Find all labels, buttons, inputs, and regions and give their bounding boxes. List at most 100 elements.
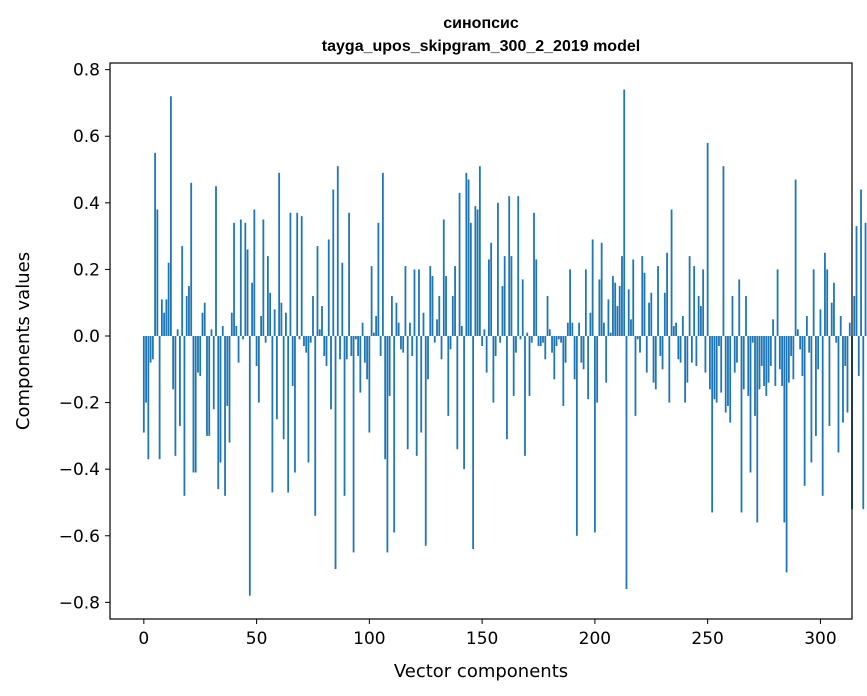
bar-280 — [774, 336, 777, 386]
bar-226 — [652, 336, 655, 383]
bar-170 — [526, 332, 529, 337]
bar-116 — [404, 266, 407, 337]
bar-204 — [603, 322, 605, 337]
bar-205 — [605, 336, 608, 383]
bar-57 — [271, 336, 274, 493]
y-tick-label: −0.6 — [59, 527, 100, 547]
bar-145 — [469, 222, 472, 337]
bar-160 — [503, 256, 506, 337]
bar-14 — [174, 336, 177, 456]
bar-136 — [449, 336, 452, 350]
bar-0 — [142, 336, 145, 433]
bar-88 — [341, 262, 344, 337]
bar-34 — [219, 336, 222, 463]
bar-234 — [670, 209, 673, 337]
bar-130 — [436, 319, 438, 337]
bar-12 — [169, 96, 172, 337]
bar-74 — [309, 336, 312, 343]
chart-subtitle: tayga_upos_skipgram_300_2_2019 model — [322, 38, 640, 55]
bar-253 — [713, 336, 716, 400]
bar-153 — [487, 259, 490, 337]
bar-1 — [145, 336, 147, 403]
bar-278 — [769, 336, 772, 366]
bar-177 — [542, 336, 544, 343]
bar-242 — [688, 256, 691, 337]
bar-5 — [154, 152, 157, 337]
x-tick-label: 50 — [246, 629, 268, 649]
bar-232 — [666, 252, 668, 337]
x-tick-label: 100 — [353, 629, 385, 649]
bar-313 — [848, 322, 851, 337]
bar-193 — [578, 322, 581, 337]
bar-151 — [483, 329, 486, 337]
bar-18 — [183, 336, 186, 496]
bar-121 — [415, 336, 418, 456]
bar-77 — [316, 246, 319, 337]
bar-159 — [501, 286, 504, 337]
bar-220 — [639, 336, 641, 353]
bar-229 — [659, 336, 662, 356]
bar-169 — [524, 336, 526, 456]
bar-246 — [697, 296, 700, 337]
bar-19 — [185, 296, 188, 337]
bar-180 — [548, 329, 551, 337]
bar-172 — [530, 336, 533, 343]
bar-8 — [160, 299, 163, 337]
bar-46 — [246, 249, 249, 337]
bar-120 — [413, 269, 416, 337]
bar-282 — [778, 336, 781, 370]
bar-45 — [244, 222, 247, 337]
bar-300 — [819, 309, 822, 337]
bar-100 — [368, 336, 371, 433]
bar-81 — [325, 336, 328, 366]
bar-128 — [431, 276, 434, 337]
bar-208 — [612, 276, 614, 337]
y-tick-label: 0.4 — [73, 194, 100, 214]
bar-78 — [318, 329, 321, 337]
bar-98 — [363, 336, 366, 363]
bar-123 — [420, 336, 423, 433]
x-tick-label: 250 — [691, 629, 723, 649]
bar-293 — [803, 336, 806, 486]
x-tick-label: 150 — [466, 629, 498, 649]
bar-106 — [381, 172, 384, 337]
bar-93 — [352, 336, 355, 553]
bar-62 — [282, 336, 285, 440]
bar-267 — [745, 296, 747, 337]
x-axis-ticks: 0 50 100 150 200 250 300 — [138, 619, 837, 649]
bar-70 — [300, 216, 303, 337]
bar-202 — [598, 279, 601, 337]
bar-181 — [551, 336, 553, 353]
bar-189 — [569, 269, 571, 337]
bar-239 — [681, 316, 684, 337]
bar-310 — [842, 336, 844, 423]
bar-133 — [442, 219, 445, 337]
bar-260 — [729, 336, 732, 423]
x-axis-label: Vector components — [394, 661, 568, 682]
bar-85 — [334, 336, 337, 570]
bar-96 — [359, 336, 362, 393]
bar-97 — [361, 322, 364, 337]
bar-112 — [395, 302, 398, 337]
bar-66 — [291, 336, 294, 386]
bar-122 — [418, 269, 420, 337]
bar-115 — [402, 336, 405, 353]
bar-109 — [388, 336, 391, 396]
bar-182 — [553, 336, 556, 380]
bar-167 — [519, 336, 522, 340]
bar-317 — [857, 336, 860, 376]
bar-319 — [862, 336, 865, 510]
bar-213 — [623, 89, 626, 337]
bar-257 — [722, 166, 725, 337]
bar-175 — [537, 336, 540, 346]
bar-223 — [645, 336, 648, 373]
bar-240 — [684, 336, 687, 403]
bar-52 — [260, 316, 263, 337]
bar-244 — [693, 266, 696, 337]
bar-250 — [706, 142, 709, 337]
bar-291 — [799, 336, 802, 350]
bar-127 — [429, 266, 432, 337]
bar-105 — [379, 336, 382, 356]
bar-68 — [296, 212, 299, 337]
bar-187 — [564, 336, 567, 363]
